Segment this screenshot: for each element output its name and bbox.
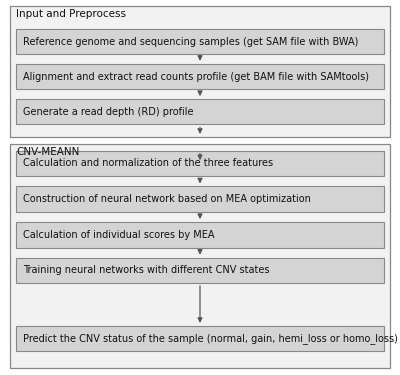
- Bar: [16, 151, 384, 176]
- Bar: [16, 222, 384, 248]
- Text: Predict the CNV status of the sample (normal, gain, hemi_loss or homo_loss): Predict the CNV status of the sample (no…: [23, 333, 398, 344]
- Text: Training neural networks with different CNV states: Training neural networks with different …: [23, 266, 270, 275]
- Bar: [16, 64, 384, 89]
- Text: CNV-MEANN: CNV-MEANN: [16, 147, 79, 158]
- Text: Generate a read depth (RD) profile: Generate a read depth (RD) profile: [23, 107, 194, 117]
- Text: Calculation and normalization of the three features: Calculation and normalization of the thr…: [23, 159, 273, 168]
- Bar: [16, 29, 384, 54]
- Bar: [10, 6, 390, 137]
- Text: Calculation of individual scores by MEA: Calculation of individual scores by MEA: [23, 230, 215, 240]
- Bar: [16, 326, 384, 351]
- Bar: [16, 99, 384, 124]
- Bar: [16, 258, 384, 283]
- Text: Input and Preprocess: Input and Preprocess: [16, 9, 126, 19]
- Bar: [10, 144, 390, 368]
- Text: Construction of neural network based on MEA optimization: Construction of neural network based on …: [23, 194, 311, 204]
- Bar: [16, 186, 384, 212]
- Text: Alignment and extract read counts profile (get BAM file with SAMtools): Alignment and extract read counts profil…: [23, 72, 369, 81]
- Text: Reference genome and sequencing samples (get SAM file with BWA): Reference genome and sequencing samples …: [23, 37, 358, 46]
